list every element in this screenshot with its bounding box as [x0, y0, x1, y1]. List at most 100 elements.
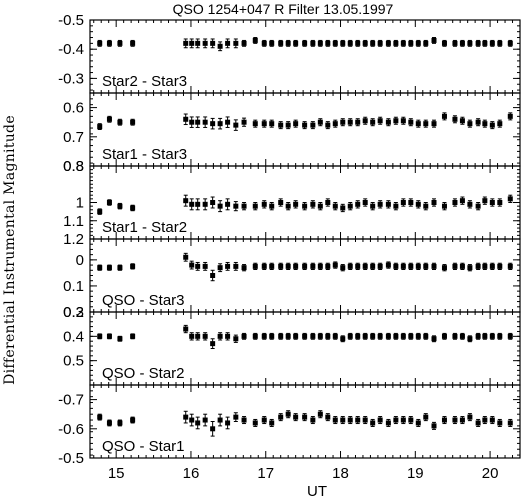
- data-point: [202, 40, 208, 46]
- data-point: [385, 262, 391, 268]
- data-point: [97, 333, 103, 339]
- data-point: [482, 417, 488, 423]
- data-point: [302, 40, 308, 46]
- data-point: [507, 196, 513, 202]
- data-point: [117, 119, 123, 125]
- data-point: [261, 121, 267, 127]
- data-point: [195, 119, 201, 125]
- data-point: [415, 201, 421, 207]
- data-point: [252, 333, 258, 339]
- data-point: [415, 333, 421, 339]
- data-point: [355, 263, 361, 269]
- y-tick-label: -0.5: [58, 12, 84, 29]
- y-tick-label: 1.2: [63, 231, 84, 248]
- data-point: [261, 263, 267, 269]
- data-point: [217, 43, 223, 49]
- data-point: [332, 333, 338, 339]
- data-point: [467, 336, 473, 342]
- data-point: [340, 417, 346, 423]
- data-point: [202, 201, 208, 207]
- data-point: [393, 203, 399, 209]
- data-point: [278, 40, 284, 46]
- data-point: [385, 333, 391, 339]
- data-point: [189, 417, 195, 423]
- data-point: [217, 417, 223, 423]
- data-point: [355, 201, 361, 207]
- data-point: [106, 200, 112, 205]
- data-point: [261, 417, 267, 423]
- data-point: [489, 40, 495, 46]
- data-point: [310, 263, 316, 269]
- data-point: [293, 263, 299, 269]
- data-point: [475, 40, 481, 46]
- data-point: [489, 200, 495, 205]
- data-point: [340, 40, 346, 46]
- data-point: [393, 417, 399, 423]
- data-point: [377, 263, 383, 269]
- data-point: [347, 40, 353, 46]
- x-axis-title: UT: [307, 483, 327, 500]
- data-point: [431, 200, 437, 205]
- data-point: [269, 40, 275, 46]
- data-point: [347, 263, 353, 269]
- data-point: [317, 203, 323, 209]
- data-point: [285, 333, 291, 339]
- data-point: [217, 203, 223, 209]
- data-point: [362, 417, 368, 423]
- data-point: [233, 40, 239, 46]
- data-point: [106, 265, 112, 271]
- data-point: [393, 263, 399, 269]
- data-point: [497, 263, 503, 269]
- data-point: [310, 417, 316, 423]
- y-tick-label: 0.1: [63, 278, 84, 295]
- data-point: [507, 420, 513, 426]
- data-point: [340, 119, 346, 125]
- data-point: [482, 333, 488, 339]
- data-point: [340, 265, 346, 271]
- data-point: [415, 263, 421, 269]
- data-point: [423, 333, 429, 339]
- y-tick-label: 1: [76, 195, 84, 212]
- x-tick-label: 20: [482, 465, 499, 482]
- data-point: [415, 121, 421, 127]
- y-tick-label: -0.7: [58, 392, 84, 409]
- data-point: [252, 121, 258, 127]
- data-point: [431, 423, 437, 429]
- data-point: [400, 333, 406, 339]
- y-tick-label: 0.3: [63, 304, 84, 321]
- data-point: [310, 333, 316, 339]
- data-point: [467, 40, 473, 46]
- data-point: [347, 119, 353, 125]
- panel-frame: [89, 384, 521, 459]
- data-point: [355, 333, 361, 339]
- data-point: [97, 40, 103, 46]
- data-point: [385, 420, 391, 426]
- data-point: [189, 201, 195, 207]
- data-point: [431, 263, 437, 269]
- data-point: [355, 40, 361, 46]
- data-point: [233, 414, 239, 420]
- data-point: [408, 333, 414, 339]
- data-point: [459, 40, 465, 46]
- data-point: [377, 333, 383, 339]
- data-point: [189, 119, 195, 125]
- data-point: [355, 417, 361, 423]
- y-tick-label: 1.1: [63, 213, 84, 230]
- data-point: [400, 40, 406, 46]
- data-point: [482, 40, 488, 46]
- data-point: [293, 121, 299, 127]
- data-point: [431, 37, 437, 43]
- data-point: [130, 40, 136, 46]
- data-point: [210, 200, 216, 205]
- data-point: [459, 333, 465, 339]
- data-point: [241, 119, 247, 125]
- data-point: [441, 40, 447, 46]
- data-point: [467, 265, 473, 271]
- data-point: [507, 333, 513, 339]
- data-point: [332, 262, 338, 268]
- data-point: [332, 121, 338, 127]
- data-point: [195, 263, 201, 269]
- data-point: [217, 265, 223, 271]
- data-point: [285, 203, 291, 209]
- data-point: [225, 119, 231, 125]
